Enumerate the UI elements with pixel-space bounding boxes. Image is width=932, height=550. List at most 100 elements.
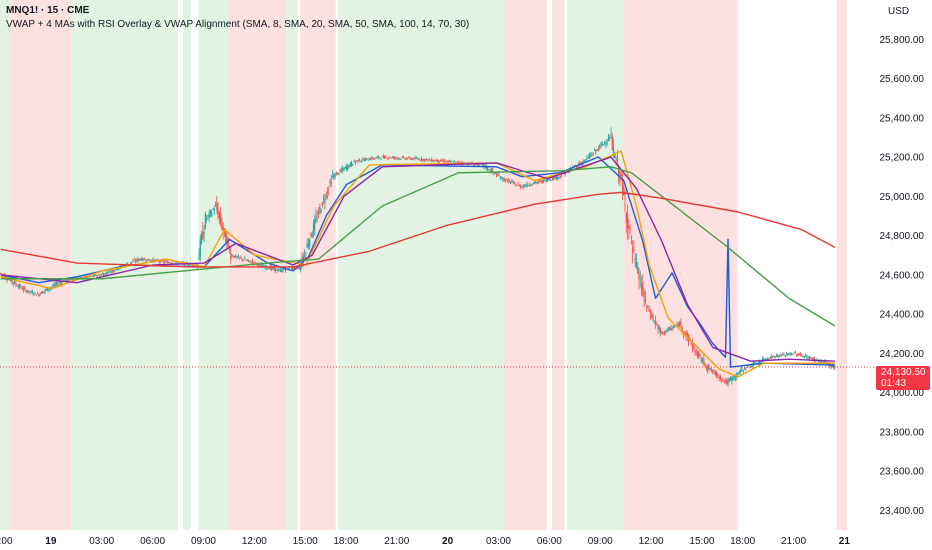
candle-body bbox=[413, 157, 415, 160]
candle-body bbox=[208, 212, 210, 218]
candle-body bbox=[779, 354, 781, 356]
candle-body bbox=[606, 142, 608, 143]
candle-body bbox=[96, 275, 98, 277]
candle-body bbox=[384, 156, 386, 159]
candle-body bbox=[666, 329, 668, 333]
candle-body bbox=[278, 269, 280, 271]
time-tick-label: 21:00 bbox=[0, 536, 13, 547]
candle-body bbox=[576, 166, 578, 168]
candle-body bbox=[335, 173, 337, 176]
candle-body bbox=[665, 331, 667, 334]
candle-body bbox=[648, 309, 650, 313]
candle-body bbox=[766, 359, 769, 360]
candle-body bbox=[774, 356, 776, 358]
candle-body bbox=[428, 158, 430, 160]
candle-body bbox=[695, 350, 697, 352]
time-tick-label: 21 bbox=[839, 536, 851, 547]
candle-body bbox=[473, 165, 475, 166]
candle-body bbox=[502, 178, 504, 180]
candle-body bbox=[797, 353, 799, 356]
candle-body bbox=[370, 158, 372, 160]
candle-body bbox=[212, 209, 214, 210]
candle-body bbox=[700, 359, 702, 361]
candle-body bbox=[47, 287, 49, 292]
candle-body bbox=[340, 170, 343, 172]
candle-body bbox=[138, 258, 140, 261]
candle-body bbox=[605, 143, 607, 145]
candle-body bbox=[24, 287, 26, 290]
candle-body bbox=[426, 158, 428, 160]
indicator-legend[interactable]: VWAP + 4 MAs with RSI Overlay & VWAP Ali… bbox=[6, 19, 470, 30]
candle-body bbox=[316, 218, 318, 219]
candle-body bbox=[732, 376, 734, 381]
time-tick-label: 18:00 bbox=[333, 536, 358, 547]
candle-body bbox=[558, 177, 560, 178]
candle-body bbox=[148, 259, 151, 261]
candle-body bbox=[39, 293, 41, 296]
candle-body bbox=[48, 288, 50, 291]
candle-body bbox=[661, 331, 663, 334]
candle-body bbox=[668, 327, 671, 330]
candle-body bbox=[831, 365, 833, 367]
candle-body bbox=[530, 185, 532, 187]
price-axis[interactable]: 25,800.00 25,600.00 25,400.00 25,200.00 25,0… bbox=[880, 35, 925, 517]
candle-body bbox=[91, 276, 93, 277]
candle-body bbox=[398, 158, 400, 160]
candle-body bbox=[378, 157, 381, 159]
candle-body bbox=[307, 244, 309, 248]
candle-body bbox=[328, 189, 330, 191]
candle-body bbox=[442, 161, 444, 162]
candle-body bbox=[329, 182, 331, 183]
candle-body bbox=[283, 269, 285, 271]
indicator-lines bbox=[0, 150, 836, 378]
candle-body bbox=[764, 358, 766, 360]
candle-body bbox=[790, 353, 793, 355]
candle-body bbox=[15, 283, 17, 285]
candle-body bbox=[563, 173, 565, 175]
candle-body bbox=[324, 199, 326, 203]
candle-body bbox=[372, 157, 374, 159]
candle-body bbox=[792, 354, 794, 355]
candle-body bbox=[769, 358, 771, 359]
candle-body bbox=[672, 327, 674, 329]
candle-body bbox=[363, 159, 365, 162]
session-band bbox=[0, 0, 11, 530]
candle-body bbox=[674, 326, 676, 328]
candle-body bbox=[454, 161, 456, 163]
candle-body bbox=[310, 233, 312, 237]
price-tick-label: 25,200.00 bbox=[880, 153, 925, 164]
candle-body bbox=[520, 185, 522, 188]
candle-body bbox=[497, 173, 499, 175]
candle-body bbox=[679, 322, 681, 326]
candle-body bbox=[633, 249, 635, 251]
candle-body bbox=[293, 266, 295, 269]
candle-body bbox=[171, 262, 173, 264]
candle-body bbox=[270, 266, 273, 269]
candle-body bbox=[495, 174, 498, 177]
candle-body bbox=[249, 260, 251, 262]
candle-body bbox=[803, 356, 805, 358]
candle-body bbox=[52, 286, 54, 288]
price-tick-label: 23,800.00 bbox=[880, 427, 925, 438]
candle-body bbox=[540, 180, 542, 182]
candle-body bbox=[798, 353, 800, 356]
candle-body bbox=[712, 370, 714, 373]
candle-body bbox=[681, 327, 683, 332]
candle-body bbox=[616, 158, 618, 162]
ma50-line bbox=[0, 166, 836, 327]
candle-body bbox=[709, 368, 711, 369]
candle-body bbox=[548, 179, 550, 181]
candle-body bbox=[45, 289, 48, 290]
currency-label: USD bbox=[888, 6, 910, 17]
symbol-title[interactable]: MNQ1! · 15 · CME bbox=[6, 5, 90, 16]
candle-body bbox=[432, 161, 434, 162]
candle-body bbox=[578, 162, 580, 166]
candle-body bbox=[696, 351, 699, 358]
candle-body bbox=[325, 194, 327, 198]
time-axis[interactable]: 21:00 19 03:00 06:00 09:00 12:00 15:00 18:00 21:… bbox=[0, 536, 850, 547]
candle-body bbox=[230, 253, 232, 260]
candle-body bbox=[101, 273, 103, 275]
candle-body bbox=[109, 271, 111, 274]
candle-body bbox=[646, 305, 648, 307]
